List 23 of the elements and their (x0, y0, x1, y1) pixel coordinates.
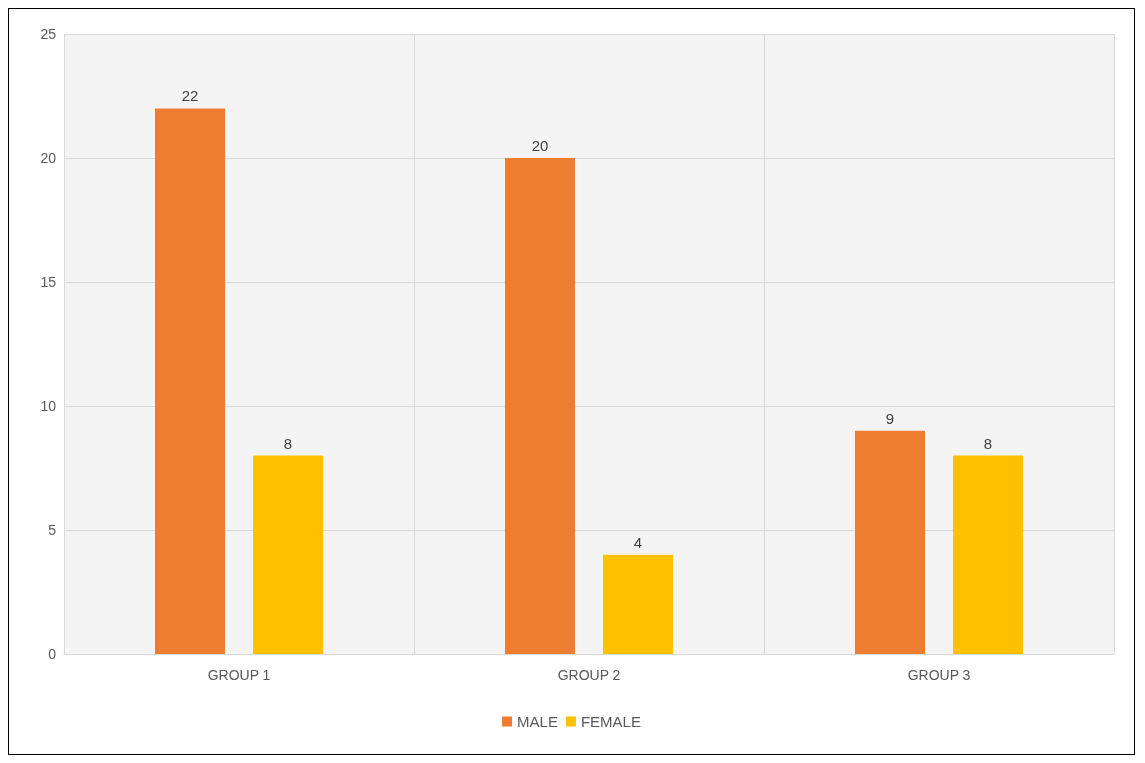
y-tick-label: 0 (48, 646, 57, 662)
y-tick-label: 10 (40, 398, 57, 414)
data-label: 9 (885, 409, 895, 427)
data-label: 22 (181, 87, 199, 105)
data-label: 8 (283, 434, 293, 452)
y-tick-label: 20 (40, 150, 57, 166)
x-tick-label: GROUP 1 (207, 667, 271, 683)
bar (953, 455, 1023, 654)
legend-label: MALE (517, 713, 558, 730)
bar (855, 430, 925, 654)
bar (603, 554, 673, 654)
x-tick-label: GROUP 3 (907, 667, 971, 683)
y-tick-label: 15 (40, 274, 57, 290)
legend-label: FEMALE (580, 713, 641, 730)
x-tick-label: GROUP 2 (557, 667, 621, 683)
bar (155, 108, 225, 654)
bar (505, 158, 575, 654)
data-label: 20 (531, 137, 549, 154)
y-tick-label: 25 (40, 26, 57, 42)
y-tick-label: 5 (48, 522, 57, 538)
bar (253, 455, 323, 654)
data-label: 4 (633, 533, 643, 551)
data-label: 8 (983, 434, 993, 452)
